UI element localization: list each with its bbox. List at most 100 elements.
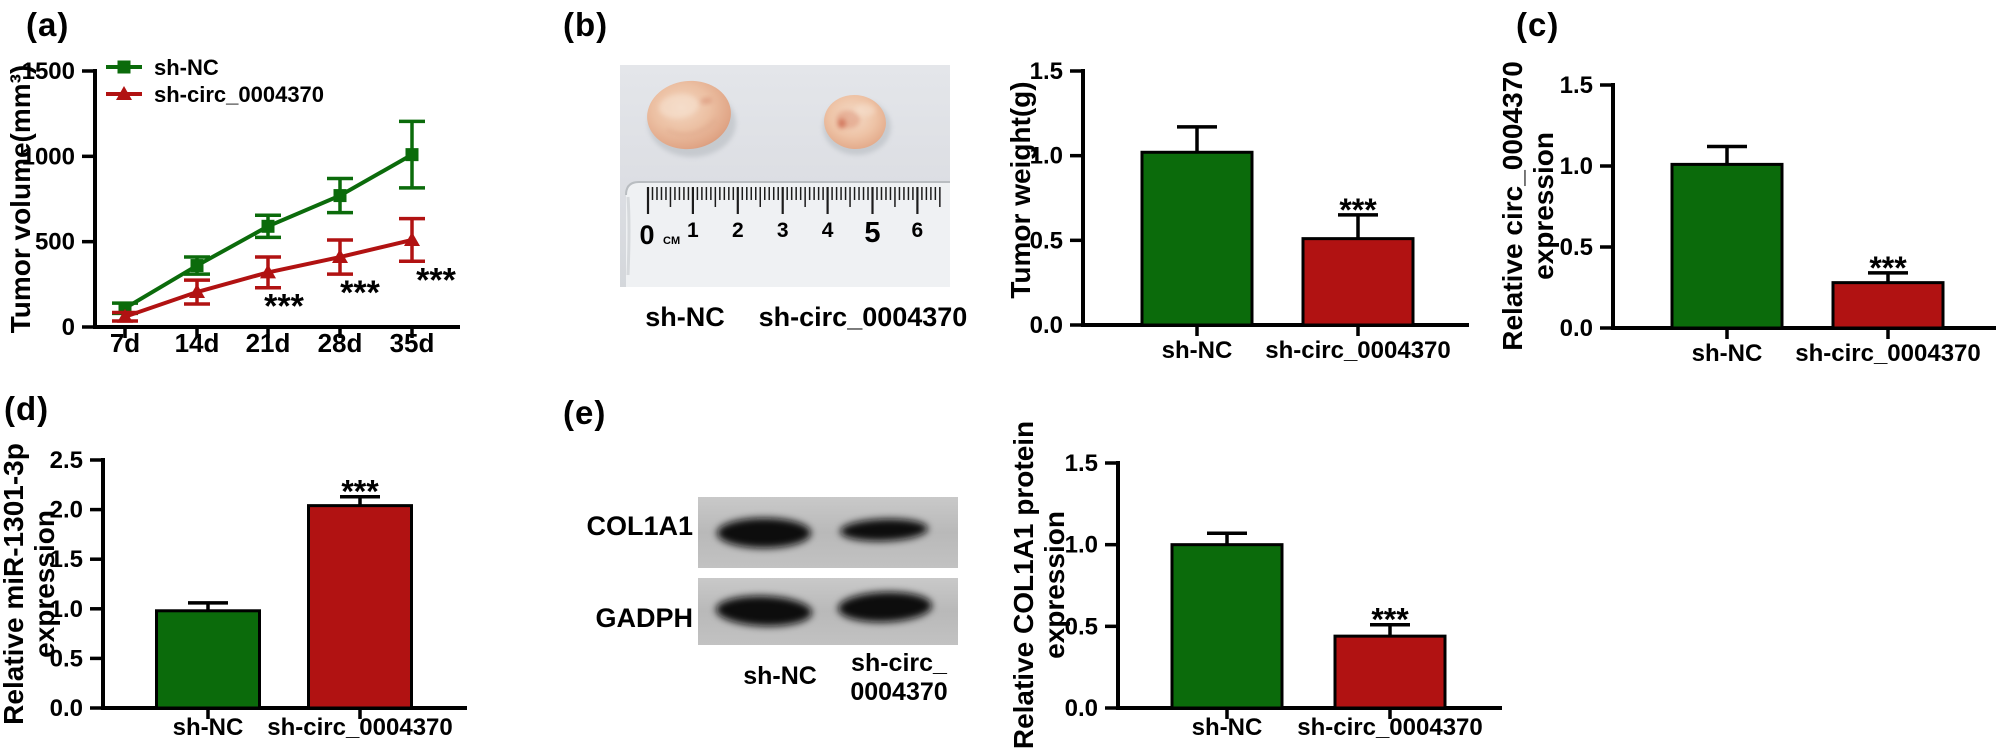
marker-triangle bbox=[117, 308, 133, 323]
category-label: sh-NC bbox=[173, 714, 244, 741]
lane-label-line: sh-circ_ bbox=[851, 649, 947, 677]
y-axis-title: expression bbox=[1039, 511, 1070, 659]
tumor-photo: 0 CM 1 2 3 4 5 6 bbox=[620, 65, 950, 287]
bar-sh-NC bbox=[1170, 543, 1284, 710]
panel-c-label: (c) bbox=[1516, 6, 1560, 43]
band-gadph-lane2 bbox=[838, 591, 932, 623]
marker-square bbox=[117, 60, 131, 74]
marker-triangle bbox=[332, 249, 348, 264]
significance-marker: *** bbox=[1869, 250, 1907, 286]
y-tick-label: 1.5 bbox=[1030, 58, 1063, 85]
ruler-unit: CM bbox=[663, 235, 680, 247]
y-axis-title: expression bbox=[1528, 132, 1559, 280]
panel-a-label: (a) bbox=[26, 6, 70, 43]
ruler-number: 5 bbox=[864, 217, 880, 249]
y-axis-title: Tumor volume(mm³) bbox=[5, 65, 36, 334]
panel-b-label: (b) bbox=[563, 6, 609, 43]
mir-expression-bar-chart: 0.0 0.5 1.0 1.5 2.0 2.5 Relative miR-1301-3p ex… bbox=[0, 443, 467, 741]
marker-square bbox=[190, 259, 204, 273]
ruler-number: 6 bbox=[912, 219, 924, 242]
y-tick-label: 1500 bbox=[22, 58, 75, 85]
significance-marker: *** bbox=[264, 288, 304, 326]
y-tick-label: 1.0 bbox=[1030, 143, 1063, 170]
bar-sh-circ_0004370 bbox=[307, 504, 413, 710]
y-axis-title: Relative miR-1301-3p bbox=[0, 443, 29, 725]
lane-label-sh-nc: sh-NC bbox=[718, 662, 842, 691]
blot-row-label-col1a1: COL1A1 bbox=[586, 511, 693, 541]
y-axis-title: expression bbox=[29, 510, 60, 658]
marker-square bbox=[405, 148, 419, 162]
significance-marker: *** bbox=[1339, 192, 1377, 228]
marker-triangle bbox=[404, 231, 420, 246]
category-label: sh-circ_0004370 bbox=[1297, 714, 1482, 741]
lane-label-line: 0004370 bbox=[850, 678, 948, 706]
ruler-number: 0 bbox=[639, 220, 654, 250]
band-gadph-lane1 bbox=[716, 595, 812, 627]
ruler-number: 3 bbox=[777, 219, 789, 242]
band-col1a1-lane2 bbox=[840, 518, 928, 542]
y-tick-label: 0.0 bbox=[1030, 312, 1063, 339]
ruler-number: 1 bbox=[687, 219, 699, 242]
bar-sh-NC bbox=[1140, 150, 1254, 327]
bar-sh-circ_0004370 bbox=[1831, 281, 1945, 330]
western-blot-image bbox=[698, 497, 958, 645]
ruler-number: 4 bbox=[822, 219, 834, 242]
significance-marker: *** bbox=[341, 474, 379, 510]
x-tick-label: 21d bbox=[246, 328, 291, 358]
y-tick-label: 1.0 bbox=[50, 596, 83, 623]
y-tick-label: 1.5 bbox=[1560, 72, 1593, 99]
category-label: sh-NC bbox=[1162, 337, 1233, 364]
marker-triangle bbox=[189, 284, 205, 299]
y-tick-label: 0.0 bbox=[1560, 315, 1593, 342]
category-label: sh-circ_0004370 bbox=[267, 714, 452, 741]
ruler-number: 2 bbox=[732, 219, 744, 242]
lane-label-sh-circ: sh-circ_ 0004370 bbox=[836, 649, 962, 707]
marker-square bbox=[261, 219, 275, 233]
bar-sh-circ_0004370 bbox=[1333, 634, 1447, 710]
y-tick-label: 0.5 bbox=[1560, 234, 1593, 261]
significance-marker: *** bbox=[416, 261, 456, 299]
photo-label-sh-circ: sh-circ_0004370 bbox=[758, 302, 968, 332]
legend-label: sh-circ_0004370 bbox=[154, 82, 324, 107]
x-tick-label: 7d bbox=[110, 328, 140, 358]
blot-bands bbox=[716, 518, 932, 627]
y-tick-label: 0.0 bbox=[1065, 695, 1098, 722]
ruler-marks: 0 CM 1 2 3 4 5 6 bbox=[639, 187, 941, 250]
bar-sh-NC bbox=[155, 609, 261, 710]
y-tick-label: 2.5 bbox=[50, 447, 83, 474]
blot-row-label-gadph: GADPH bbox=[595, 603, 693, 633]
y-tick-label: 0.5 bbox=[50, 645, 83, 672]
x-tick-label: 28d bbox=[318, 328, 363, 358]
y-axis-title: Relative COL1A1 protein bbox=[1008, 421, 1039, 749]
circ-expression-bar-chart: 0.0 0.5 1.0 1.5 Relative circ_0004370 express… bbox=[1497, 61, 1996, 367]
lane-label-line: sh-NC bbox=[743, 662, 817, 690]
category-label: sh-NC bbox=[1692, 340, 1763, 367]
category-label: sh-circ_0004370 bbox=[1265, 337, 1450, 364]
y-tick-label: 1.5 bbox=[1065, 450, 1098, 477]
tumor-sh-nc bbox=[647, 80, 731, 150]
y-tick-label: 1000 bbox=[22, 143, 75, 170]
x-tick-label: 35d bbox=[390, 328, 435, 358]
ruler: 0 CM 1 2 3 4 5 6 bbox=[625, 181, 950, 287]
x-tick-label: 14d bbox=[175, 328, 220, 358]
y-tick-label: 0.5 bbox=[1065, 613, 1098, 640]
panel-d-label: (d) bbox=[4, 390, 50, 427]
band-col1a1-lane1 bbox=[717, 518, 811, 548]
y-tick-label: 0.5 bbox=[1030, 227, 1063, 254]
marker-triangle bbox=[260, 264, 276, 279]
y-tick-label: 2.0 bbox=[50, 497, 83, 524]
y-tick-label: 0 bbox=[62, 314, 75, 341]
category-label: sh-NC bbox=[1192, 714, 1263, 741]
y-tick-label: 500 bbox=[35, 229, 75, 256]
significance-marker: *** bbox=[1371, 602, 1409, 638]
photo-label-sh-nc: sh-NC bbox=[645, 302, 725, 332]
y-tick-label: 1.0 bbox=[1560, 153, 1593, 180]
y-tick-label: 0.0 bbox=[50, 695, 83, 722]
bar-sh-circ_0004370 bbox=[1301, 237, 1415, 327]
marker-square bbox=[333, 189, 347, 203]
bar-sh-NC bbox=[1670, 162, 1784, 330]
significance-marker: *** bbox=[340, 274, 380, 312]
